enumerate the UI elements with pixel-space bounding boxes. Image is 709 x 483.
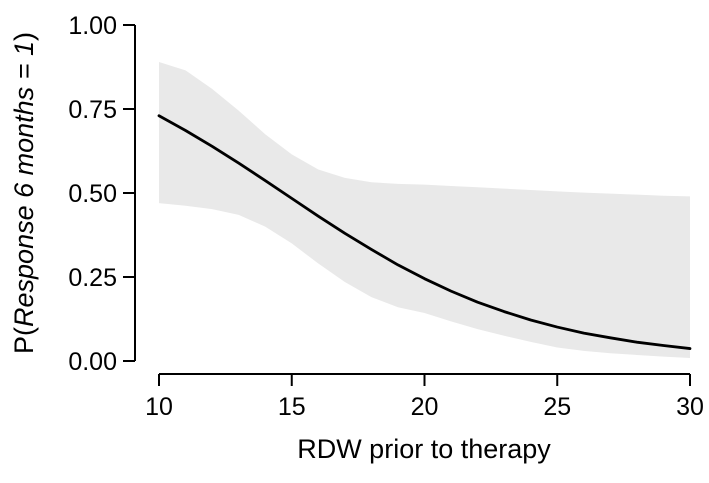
y-axis-title-italic: Response 6 months = 1	[9, 41, 39, 327]
x-tick-label: 15	[278, 393, 306, 421]
y-tick-label: 0.75	[68, 96, 117, 124]
x-tick-label: 20	[411, 393, 439, 421]
y-tick-label: 0.25	[68, 264, 117, 292]
y-axis-title-suffix: )	[9, 32, 39, 41]
y-tick-label: 1.00	[68, 12, 117, 40]
fit-line	[157, 114, 692, 350]
x-axis-title: RDW prior to therapy	[297, 434, 551, 464]
y-axis-title-prefix: P(	[9, 327, 39, 354]
x-tick-label: 30	[676, 393, 704, 421]
y-axis-title: P(Response 6 months = 1)	[9, 32, 39, 354]
y-tick-label: 0.50	[68, 180, 117, 208]
x-tick-label: 25	[543, 393, 571, 421]
x-tick-label: 10	[145, 393, 173, 421]
x-axis: 10 15 20 25 30	[145, 373, 704, 421]
y-axis: 0.00 0.25 0.50 0.75 1.00	[68, 12, 136, 376]
confidence-band	[159, 61, 690, 358]
y-tick-label: 0.00	[68, 348, 117, 376]
